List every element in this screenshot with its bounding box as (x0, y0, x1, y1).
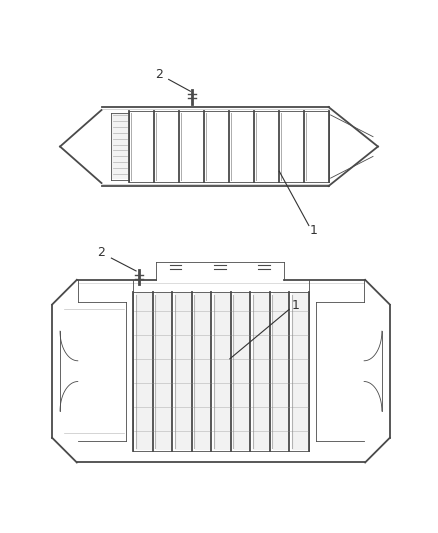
Bar (273, 293, 289, 450)
Text: 1: 1 (292, 299, 300, 312)
Bar (214, 293, 230, 450)
Bar (194, 293, 211, 450)
Bar (136, 293, 152, 450)
Text: 1: 1 (310, 224, 318, 237)
Text: 2: 2 (155, 68, 162, 81)
Bar (155, 293, 172, 450)
Bar (175, 293, 191, 450)
Bar (253, 293, 269, 450)
Bar (292, 293, 308, 450)
Bar (234, 293, 250, 450)
Polygon shape (113, 114, 128, 179)
Text: 2: 2 (98, 246, 106, 259)
